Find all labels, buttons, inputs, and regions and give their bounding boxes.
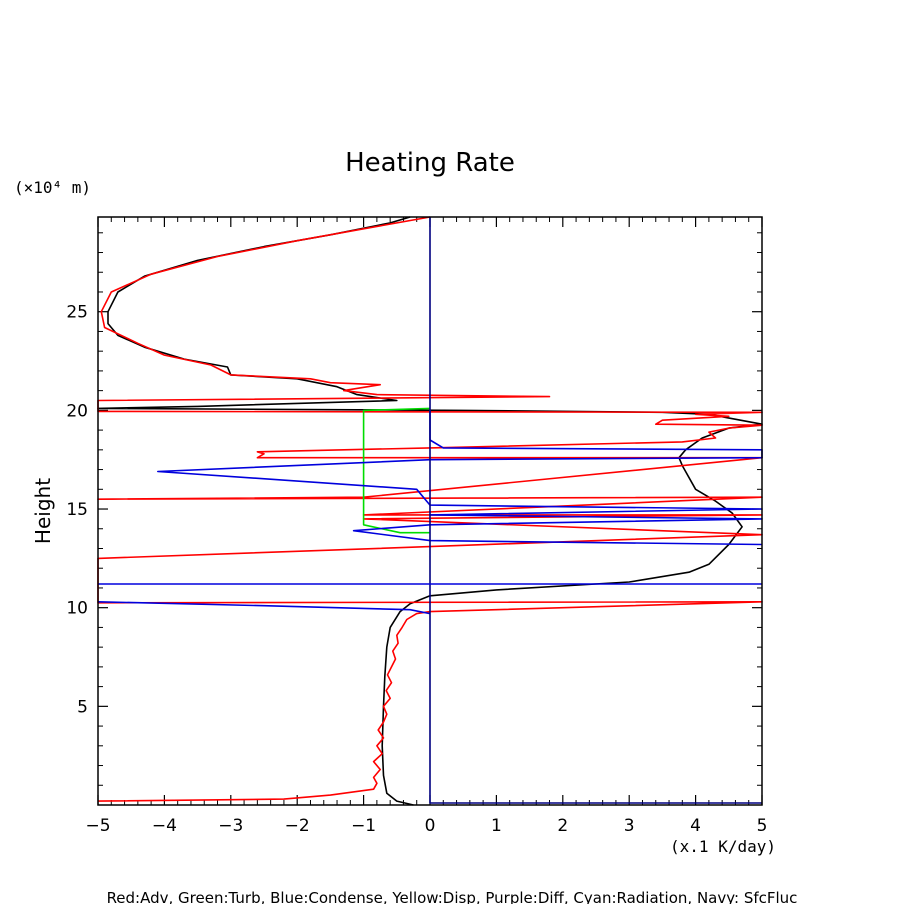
x-tick-label: 0 [425, 816, 436, 836]
series-line-turb [362, 407, 431, 534]
x-tick-label: 1 [491, 816, 502, 836]
chart-title: Heating Rate [345, 148, 515, 178]
y-axis-label: Height [31, 478, 55, 544]
series-line-condense [157, 410, 763, 546]
x-tick-label: 4 [690, 816, 701, 836]
x-tick-label: −3 [218, 816, 243, 836]
x-tick-label: −5 [85, 816, 110, 836]
x-tick-label: −4 [152, 816, 177, 836]
y-tick-label: 5 [77, 697, 88, 717]
y-tick-label: 20 [66, 401, 88, 421]
y-tick-label: 15 [66, 500, 88, 520]
x-tick-label: −1 [351, 816, 376, 836]
x-units-label: (x.1 K/day) [670, 837, 776, 856]
x-tick-label: 5 [757, 816, 768, 836]
series-layer [97, 216, 763, 806]
series-line-total [97, 216, 763, 806]
x-tick-label: 2 [557, 816, 568, 836]
x-tick-label: 3 [624, 816, 635, 836]
plot-frame [97, 216, 763, 806]
tick-layer: −5 −4 −3 −2 −1 0 1 2 3 4 5 5 10 15 20 25 [66, 217, 767, 836]
y-tick-label: 25 [66, 303, 88, 323]
y-units-label: (×10⁴ m) [14, 178, 91, 197]
y-tick-label: 10 [66, 599, 88, 619]
x-tick-label: −2 [285, 816, 310, 836]
series-line-sfcfluc [429, 217, 762, 804]
legend-text: Red:Adv, Green:Turb, Blue:Condense, Yell… [107, 889, 798, 904]
series-line-condense-low [97, 601, 431, 615]
